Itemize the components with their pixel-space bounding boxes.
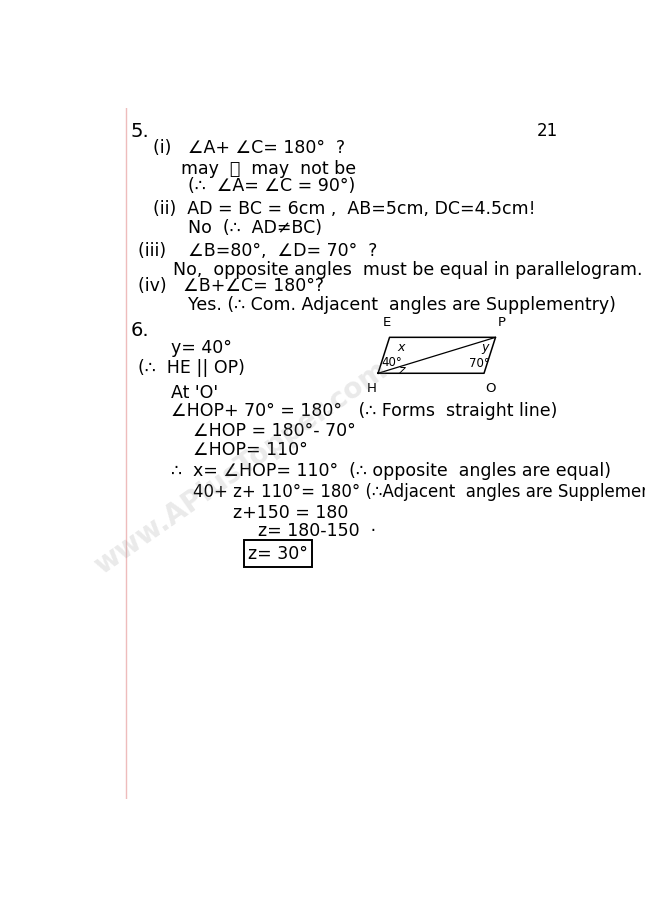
Text: www.APlusTopper.com: www.APlusTopper.com [89,355,392,579]
Text: ∠HOP+ 70° = 180°   (∴ Forms  straight line): ∠HOP+ 70° = 180° (∴ Forms straight line) [170,402,557,420]
Text: (ii)  AD = BC = 6cm ,  AB=5cm, DC=4.5cm!: (ii) AD = BC = 6cm , AB=5cm, DC=4.5cm! [153,200,535,218]
Text: E: E [383,316,391,329]
Text: Yes. (∴ Com. Adjacent  angles are Supplementry): Yes. (∴ Com. Adjacent angles are Supplem… [188,295,616,313]
Text: No,  opposite angles  must be equal in parallelogram.: No, opposite angles must be equal in par… [173,260,642,278]
Text: 40+ z+ 110°= 180° (∴Adjacent  angles are Supplementry): 40+ z+ 110°= 180° (∴Adjacent angles are … [193,483,645,501]
Text: x: x [397,340,404,354]
Text: 21: 21 [537,121,558,139]
Text: (∴  HE || OP): (∴ HE || OP) [138,359,245,377]
Text: (iii)    ∠B=80°,  ∠D= 70°  ?: (iii) ∠B=80°, ∠D= 70° ? [138,242,377,260]
Text: (i)   ∠A+ ∠C= 180°  ?: (i) ∠A+ ∠C= 180° ? [153,139,345,157]
Text: z: z [398,364,404,377]
Text: ∠HOP= 110°: ∠HOP= 110° [193,441,308,459]
Text: y= 40°: y= 40° [170,339,232,357]
Text: 5.: 5. [130,122,150,142]
Text: O: O [485,382,495,394]
Text: (iv)   ∠B+∠C= 180°?: (iv) ∠B+∠C= 180°? [138,277,324,295]
Text: z+150 = 180: z+150 = 180 [233,504,348,522]
Text: 6.: 6. [130,321,149,340]
Text: z= 180-150  ·: z= 180-150 · [258,522,376,540]
Text: P: P [497,316,506,329]
Text: 70°: 70° [469,357,490,370]
Text: may  ⒪  may  not be: may ⒪ may not be [181,160,356,178]
Text: At 'O': At 'O' [170,383,218,401]
Text: ∠HOP = 180°- 70°: ∠HOP = 180°- 70° [193,422,356,440]
Text: y: y [481,340,488,354]
Text: z= 30°: z= 30° [248,545,308,563]
Text: No  (∴  AD≠BC): No (∴ AD≠BC) [188,219,322,237]
Text: 40°: 40° [382,356,402,369]
Text: H: H [367,382,377,394]
Text: ∴  x= ∠HOP= 110°  (∴ opposite  angles are equal): ∴ x= ∠HOP= 110° (∴ opposite angles are e… [170,462,611,480]
Text: (∴  ∠A= ∠C = 90°): (∴ ∠A= ∠C = 90°) [188,177,355,195]
